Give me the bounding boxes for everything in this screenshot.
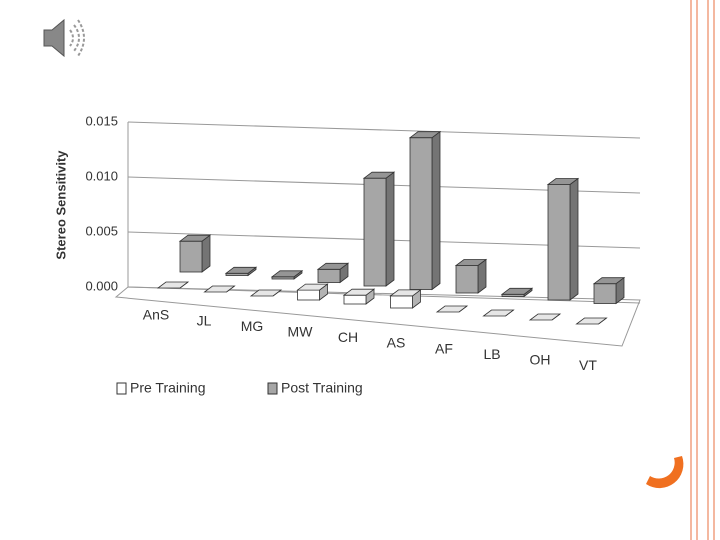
bar-top bbox=[249, 289, 283, 297]
x-tick-label: AS bbox=[387, 335, 406, 351]
bar-front bbox=[409, 137, 433, 290]
x-tick-label: MW bbox=[288, 324, 314, 340]
bar-front bbox=[390, 295, 413, 309]
bar-front bbox=[297, 289, 320, 301]
bar bbox=[528, 313, 562, 321]
y-tick-label: 0.015 bbox=[85, 113, 118, 128]
slide-border bbox=[690, 0, 715, 540]
bar bbox=[296, 283, 329, 301]
bar bbox=[408, 130, 442, 291]
corner-ornament bbox=[646, 456, 684, 489]
x-tick-label: AnS bbox=[143, 307, 169, 323]
legend-swatch bbox=[116, 382, 127, 395]
bar-front bbox=[317, 268, 341, 283]
x-tick-label: MG bbox=[241, 318, 264, 334]
bar-top bbox=[270, 270, 304, 278]
bar bbox=[546, 177, 580, 301]
x-tick-label: JL bbox=[197, 312, 212, 328]
bar bbox=[389, 289, 422, 309]
bar-top bbox=[203, 285, 236, 293]
bar bbox=[316, 262, 350, 284]
bar-top bbox=[389, 289, 422, 297]
bar bbox=[454, 258, 488, 294]
x-tick-label: AF bbox=[435, 340, 453, 356]
bar-top bbox=[224, 266, 258, 274]
bar bbox=[342, 288, 376, 305]
bar-top bbox=[178, 234, 212, 242]
x-tick-label: OH bbox=[530, 352, 551, 368]
bar-front bbox=[593, 283, 617, 304]
bar-top bbox=[500, 287, 534, 295]
bar bbox=[575, 317, 608, 325]
bar-top bbox=[528, 313, 562, 321]
bar-front bbox=[343, 294, 367, 305]
floor bbox=[114, 286, 641, 347]
legend-label: Pre Training bbox=[130, 380, 205, 396]
bar-top bbox=[454, 259, 488, 266]
bar-top bbox=[296, 283, 329, 291]
x-tick-label: CH bbox=[338, 329, 358, 345]
legend-label: Post Training bbox=[281, 380, 363, 396]
bar bbox=[482, 309, 515, 317]
bar-top bbox=[482, 309, 515, 317]
x-tick-label: VT bbox=[579, 357, 597, 373]
bar bbox=[435, 305, 469, 313]
x-tick-label: LB bbox=[483, 346, 500, 362]
bar-side bbox=[569, 177, 579, 301]
bar-top bbox=[316, 262, 350, 270]
speaker-icon bbox=[43, 18, 85, 58]
bar bbox=[500, 287, 534, 298]
bar bbox=[178, 234, 212, 273]
bar bbox=[224, 266, 258, 277]
y-tick-label: 0.000 bbox=[85, 278, 118, 293]
bar-side bbox=[385, 171, 395, 287]
bar-front bbox=[455, 265, 479, 294]
bar-top bbox=[362, 171, 396, 179]
bar-top bbox=[435, 305, 469, 313]
bar bbox=[156, 281, 190, 289]
bar-front bbox=[547, 184, 571, 301]
bar bbox=[592, 276, 626, 305]
bar-top bbox=[575, 317, 608, 325]
bar bbox=[249, 289, 283, 297]
bar-top bbox=[408, 131, 442, 139]
bar bbox=[270, 269, 304, 280]
bar-front bbox=[363, 177, 387, 287]
y-tick-label: 0.010 bbox=[85, 168, 118, 183]
bar-top bbox=[592, 277, 626, 285]
bar bbox=[203, 285, 236, 293]
bar-top bbox=[342, 288, 376, 296]
bar bbox=[362, 171, 396, 287]
bar-side bbox=[431, 130, 441, 291]
bar-front bbox=[179, 240, 203, 273]
y-axis-label: Stereo Sensitivity bbox=[53, 150, 68, 260]
bar-top bbox=[156, 281, 190, 289]
legend-swatch bbox=[267, 382, 278, 395]
y-tick-label: 0.005 bbox=[85, 223, 118, 238]
bar-top bbox=[546, 178, 580, 185]
grid-line bbox=[127, 121, 641, 139]
